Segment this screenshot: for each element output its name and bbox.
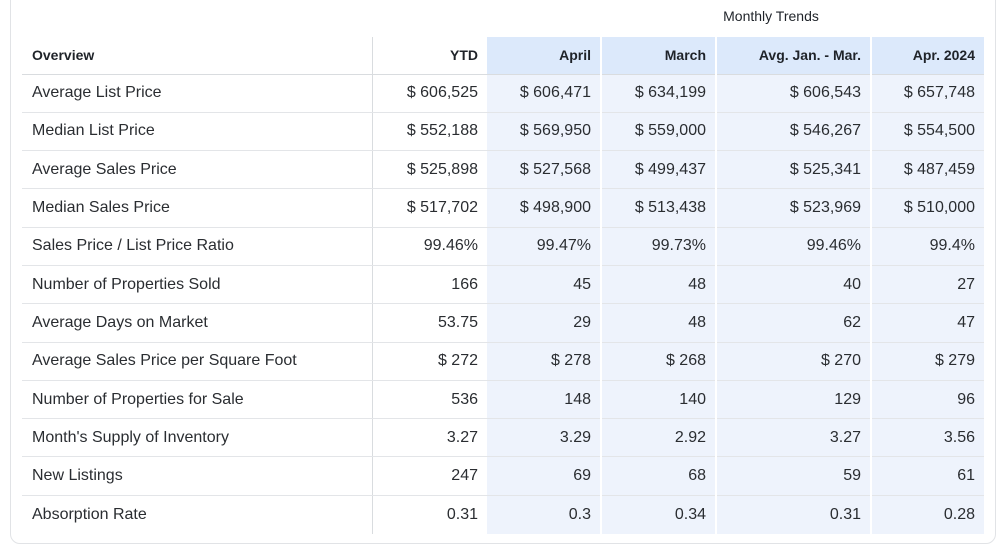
cell-march: 68 <box>601 456 717 496</box>
cell-prev: 27 <box>871 265 984 305</box>
cell-april: 148 <box>487 380 602 420</box>
cell-prev: $ 487,459 <box>871 150 984 190</box>
cell-prev: $ 510,000 <box>871 188 984 228</box>
column-header-april: April <box>487 37 602 75</box>
cell-prev: $ 657,748 <box>871 74 984 113</box>
cell-avg: 62 <box>716 303 872 343</box>
table-body: Average List Price $ 606,525 $ 606,471 $ 63… <box>22 74 984 534</box>
cell-prev: 99.4% <box>871 227 984 266</box>
cell-avg: 59 <box>716 456 872 496</box>
column-header-apr-2024: Apr. 2024 <box>871 37 984 75</box>
column-header-ytd: YTD <box>372 37 487 75</box>
cell-ytd: $ 552,188 <box>372 112 487 152</box>
cell-march: $ 499,437 <box>601 150 717 190</box>
cell-avg: $ 546,267 <box>716 112 872 152</box>
cell-prev: 3.56 <box>871 418 984 458</box>
market-overview-table: Overview YTD April March Avg. Jan. - Mar… <box>22 37 984 534</box>
row-label: Absorption Rate <box>22 495 373 534</box>
table-row: Average List Price $ 606,525 $ 606,471 $ 63… <box>22 74 984 113</box>
row-label: Number of Properties Sold <box>22 265 373 305</box>
table-row: Median Sales Price $ 517,702 $ 498,900 $ 51… <box>22 188 984 228</box>
cell-avg: 40 <box>716 265 872 305</box>
row-label: Median Sales Price <box>22 188 373 228</box>
cell-march: 140 <box>601 380 717 420</box>
cell-ytd: 247 <box>372 456 487 496</box>
column-header-march: March <box>601 37 717 75</box>
cell-april: 69 <box>487 456 602 496</box>
cell-april: $ 527,568 <box>487 150 602 190</box>
row-label: Number of Properties for Sale <box>22 380 373 420</box>
cell-prev: 61 <box>871 456 984 496</box>
table-row: Number of Properties Sold 166 45 48 40 27 <box>22 265 984 305</box>
cell-avg: $ 606,543 <box>716 74 872 113</box>
cell-april: $ 606,471 <box>487 74 602 113</box>
cell-april: $ 498,900 <box>487 188 602 228</box>
cell-prev: 96 <box>871 380 984 420</box>
cell-ytd: 0.31 <box>446 505 478 523</box>
cell-ytd: $ 517,702 <box>372 188 487 228</box>
cell-march: 0.34 <box>601 495 717 534</box>
cell-prev: $ 554,500 <box>871 112 984 152</box>
cell-ytd: $ 272 <box>372 342 487 381</box>
table-row: Month's Supply of Inventory 3.27 3.29 2.92 3… <box>22 418 984 458</box>
cell-ytd: 166 <box>372 265 487 305</box>
cell-march: $ 634,199 <box>601 74 717 113</box>
cell-march: $ 559,000 <box>601 112 717 152</box>
table-row: Average Days on Market 53.75 29 48 62 47 <box>22 303 984 343</box>
table-row: Number of Properties for Sale 536 148 140 12… <box>22 380 984 420</box>
cell-march: $ 513,438 <box>601 188 717 228</box>
cell-prev: 47 <box>871 303 984 343</box>
cell-ytd: 3.27 <box>372 418 487 458</box>
cell-avg: 99.46% <box>716 227 872 266</box>
table-row: Sales Price / List Price Ratio 99.46% 99.4… <box>22 227 984 266</box>
row-label: Median List Price <box>22 112 373 152</box>
table-row: Average Sales Price per Square Foot $ 272… <box>22 342 984 381</box>
row-label: New Listings <box>22 456 373 496</box>
cell-avg: $ 525,341 <box>716 150 872 190</box>
cell-ytd: $ 606,525 <box>372 74 487 113</box>
cell-prev: $ 279 <box>871 342 984 381</box>
cell-april: 45 <box>487 265 602 305</box>
cell-march: $ 268 <box>601 342 717 381</box>
row-label: Sales Price / List Price Ratio <box>22 227 373 266</box>
cell-prev: 0.28 <box>871 495 984 534</box>
cell-ytd: $ 525,898 <box>372 150 487 190</box>
cell-ytd: 536 <box>372 380 487 420</box>
cell-avg: $ 270 <box>716 342 872 381</box>
cell-avg: 129 <box>716 380 872 420</box>
row-label: Average Days on Market <box>22 303 373 343</box>
cell-march: 48 <box>601 303 717 343</box>
row-label: Month's Supply of Inventory <box>22 418 373 458</box>
table-row: New Listings 247 69 68 59 61 <box>22 456 984 496</box>
cell-avg: $ 523,969 <box>716 188 872 228</box>
row-label: Average Sales Price <box>22 150 373 190</box>
column-header-overview: Overview <box>22 37 373 75</box>
cell-april: $ 569,950 <box>487 112 602 152</box>
table-row: Absorption Rate 0.31 0.3 0.34 0.31 0.28 <box>22 495 984 534</box>
row-label: Average Sales Price per Square Foot <box>22 342 373 381</box>
cell-april: 29 <box>487 303 602 343</box>
cell-march: 48 <box>601 265 717 305</box>
cell-avg: 3.27 <box>716 418 872 458</box>
table-header-row: Overview YTD April March Avg. Jan. - Mar… <box>22 37 984 75</box>
cell-ytd: 99.46% <box>372 227 487 266</box>
cell-april: 0.3 <box>487 495 602 534</box>
cell-april: $ 278 <box>487 342 602 381</box>
cell-ytd: 53.75 <box>372 303 487 343</box>
column-header-avg-jan-mar: Avg. Jan. - Mar. <box>716 37 872 75</box>
cell-march: 99.73% <box>601 227 717 266</box>
monthly-trends-header: Monthly Trends <box>723 8 819 24</box>
cell-april: 3.29 <box>487 418 602 458</box>
cell-april: 99.47% <box>487 227 602 266</box>
table-row: Median List Price $ 552,188 $ 569,950 $ 559… <box>22 112 984 152</box>
table-row: Average Sales Price $ 525,898 $ 527,568 $ 4… <box>22 150 984 190</box>
row-label: Average List Price <box>22 74 373 113</box>
cell-avg: 0.31 <box>716 495 872 534</box>
cell-march: 2.92 <box>601 418 717 458</box>
